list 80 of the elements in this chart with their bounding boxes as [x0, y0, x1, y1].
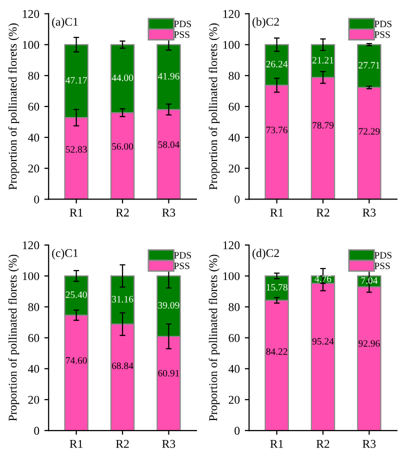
y-tick-label: 0 — [34, 426, 40, 435]
legend-label: PDS — [174, 20, 191, 28]
data-label: 31.16 — [112, 296, 134, 303]
data-label: 52.83 — [66, 146, 87, 153]
y-tick-label: 100 — [223, 272, 240, 280]
legend-label: PDS — [374, 252, 392, 259]
data-label: 7.04 — [361, 277, 378, 284]
y-tick-label: 100 — [22, 40, 40, 49]
y-tick-label: 80 — [28, 303, 40, 312]
y-axis-title: Proportion of pollinated florets (%) — [8, 254, 20, 422]
data-label: 4.76 — [314, 276, 332, 282]
legend-label: PSS — [374, 262, 390, 270]
chart-title: (c)C1 — [52, 248, 78, 260]
x-tick-label: R3 — [162, 440, 176, 448]
legend-label: PSS — [374, 31, 390, 38]
y-tick-label: 60 — [28, 334, 40, 342]
y-tick-label: 20 — [228, 164, 240, 173]
y-tick-label: 100 — [223, 40, 240, 49]
data-label: 26.24 — [266, 60, 288, 68]
y-axis-title: Proportion of pollinated florets (%) — [208, 23, 220, 190]
y-tick-label: 20 — [28, 396, 40, 404]
x-tick-label: R2 — [316, 440, 330, 448]
x-tick-label: R1 — [70, 208, 82, 216]
y-tick-label: 120 — [22, 241, 40, 250]
data-label: 74.60 — [66, 357, 87, 364]
y-tick-label: 0 — [34, 195, 40, 204]
y-tick-label: 80 — [228, 303, 240, 312]
y-tick-label: 80 — [28, 72, 40, 80]
y-tick-label: 40 — [28, 364, 40, 373]
x-tick-label: R3 — [362, 208, 376, 217]
data-label: 68.84 — [112, 362, 134, 370]
data-label: 78.79 — [312, 122, 334, 129]
y-tick-label: 60 — [228, 334, 240, 342]
chart-title: (d)C2 — [252, 248, 279, 260]
chart-title: (a)C1 — [52, 17, 78, 28]
chart-title: (b)C2 — [252, 17, 279, 28]
legend-label: PSS — [174, 31, 190, 38]
y-tick-label: 60 — [28, 102, 40, 111]
y-tick-label: 80 — [228, 72, 240, 80]
y-tick-label: 120 — [22, 10, 40, 18]
x-tick-label: R1 — [270, 440, 283, 448]
y-tick-label: 100 — [22, 272, 40, 280]
y-tick-label: 120 — [223, 241, 240, 250]
data-label: 47.17 — [66, 77, 87, 84]
legend-label: PSS — [174, 262, 190, 270]
x-tick-label: R2 — [116, 440, 129, 448]
data-label: 92.96 — [358, 340, 380, 347]
data-label: 39.09 — [158, 302, 180, 309]
y-tick-label: 40 — [228, 134, 240, 142]
data-label: 58.04 — [158, 141, 180, 148]
legend-label: PDS — [174, 252, 191, 259]
x-tick-label: R3 — [362, 440, 376, 448]
data-label: 44.00 — [112, 74, 134, 82]
x-tick-label: R2 — [116, 208, 129, 216]
data-label: 60.91 — [158, 370, 180, 377]
data-label: 56.00 — [112, 143, 134, 150]
x-tick-label: R1 — [70, 440, 82, 448]
y-tick-label: 0 — [234, 195, 240, 204]
data-label: 72.29 — [358, 128, 380, 135]
y-tick-label: 40 — [228, 364, 240, 373]
data-label: 25.40 — [66, 291, 87, 298]
x-tick-label: R2 — [316, 208, 330, 216]
data-label: 84.22 — [266, 348, 288, 355]
y-tick-label: 20 — [28, 164, 40, 173]
data-label: 27.71 — [358, 62, 380, 69]
y-tick-label: 60 — [228, 102, 240, 111]
y-axis-title: Proportion of pollinated florets (%) — [208, 254, 220, 422]
data-label: 15.78 — [266, 284, 288, 291]
x-tick-label: R1 — [270, 208, 283, 216]
data-label: 41.96 — [158, 72, 180, 80]
data-label: 21.21 — [312, 56, 334, 64]
y-axis-title: Proportion of pollinated florets (%) — [8, 23, 20, 190]
legend-label: PDS — [374, 20, 392, 28]
y-tick-label: 120 — [223, 10, 240, 18]
data-label: 95.24 — [312, 338, 334, 345]
y-tick-label: 0 — [234, 426, 240, 435]
data-label: 73.76 — [266, 126, 288, 134]
y-tick-label: 20 — [228, 396, 240, 404]
y-tick-label: 40 — [28, 134, 40, 142]
x-tick-label: R3 — [162, 208, 176, 217]
